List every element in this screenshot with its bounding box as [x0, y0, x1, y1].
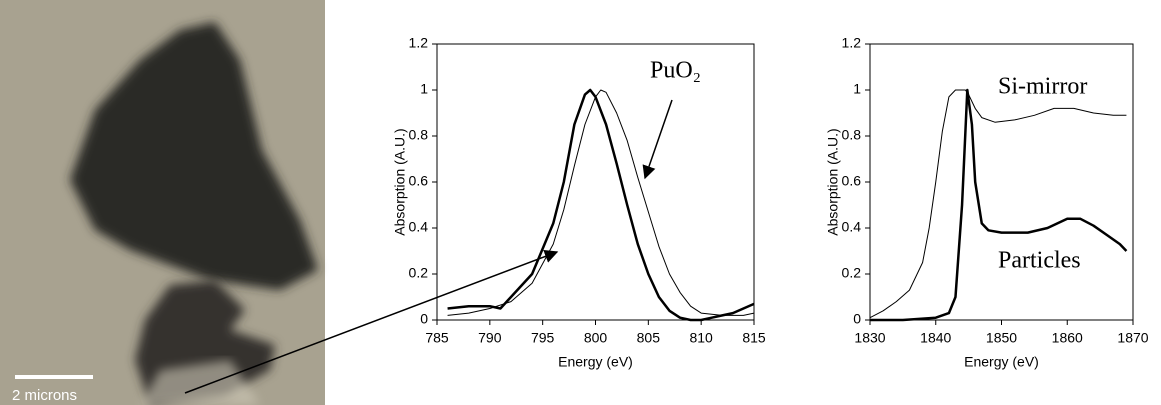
data-line — [447, 88, 755, 322]
series-label: PuO₂ — [650, 58, 701, 84]
y-tick-label: 1 — [853, 81, 861, 97]
x-tick-label: 1860 — [1052, 330, 1083, 346]
y-tick-label: 0 — [420, 311, 428, 327]
x-tick-label: 810 — [689, 330, 713, 346]
data-line — [447, 89, 755, 316]
y-tick-label: 1.2 — [409, 35, 429, 51]
x-tick-label: 1870 — [1117, 330, 1148, 346]
x-tick-label: 1830 — [854, 330, 885, 346]
x-tick-label: 790 — [478, 330, 502, 346]
x-tick-label: 815 — [742, 330, 766, 346]
series-label: Particles — [998, 248, 1081, 274]
data-line — [870, 88, 1128, 322]
y-tick-label: 0.6 — [409, 173, 429, 189]
pointer-arrow — [184, 249, 559, 394]
x-tick-label: 1840 — [920, 330, 951, 346]
x-axis-title: Energy (eV) — [964, 354, 1039, 370]
y-tick-label: 1 — [420, 81, 428, 97]
y-tick-label: 0 — [853, 311, 861, 327]
y-tick-label: 0.8 — [409, 127, 429, 143]
y-tick-label: 0.4 — [409, 219, 429, 235]
x-tick-label: 800 — [584, 330, 608, 346]
series-label: Si-mirror — [998, 74, 1087, 100]
x-axis-title: Energy (eV) — [558, 354, 633, 370]
micrograph: 2 microns — [0, 0, 325, 405]
y-tick-label: 0.4 — [842, 219, 862, 235]
y-axis-title: Absorption (A.U.) — [392, 128, 408, 235]
x-tick-label: 795 — [531, 330, 555, 346]
scale-bar-label: 2 microns — [12, 387, 77, 404]
y-tick-label: 0.6 — [842, 173, 862, 189]
y-axis-title: Absorption (A.U.) — [825, 128, 841, 235]
label-arrow — [642, 99, 673, 180]
x-tick-label: 805 — [637, 330, 661, 346]
y-tick-label: 0.2 — [409, 265, 429, 281]
y-tick-label: 1.2 — [842, 35, 862, 51]
y-tick-label: 0.8 — [842, 127, 862, 143]
x-tick-label: 1850 — [986, 330, 1017, 346]
x-tick-label: 785 — [425, 330, 449, 346]
y-tick-label: 0.2 — [842, 265, 862, 281]
data-line — [869, 89, 1127, 319]
plot-frame — [436, 43, 755, 321]
